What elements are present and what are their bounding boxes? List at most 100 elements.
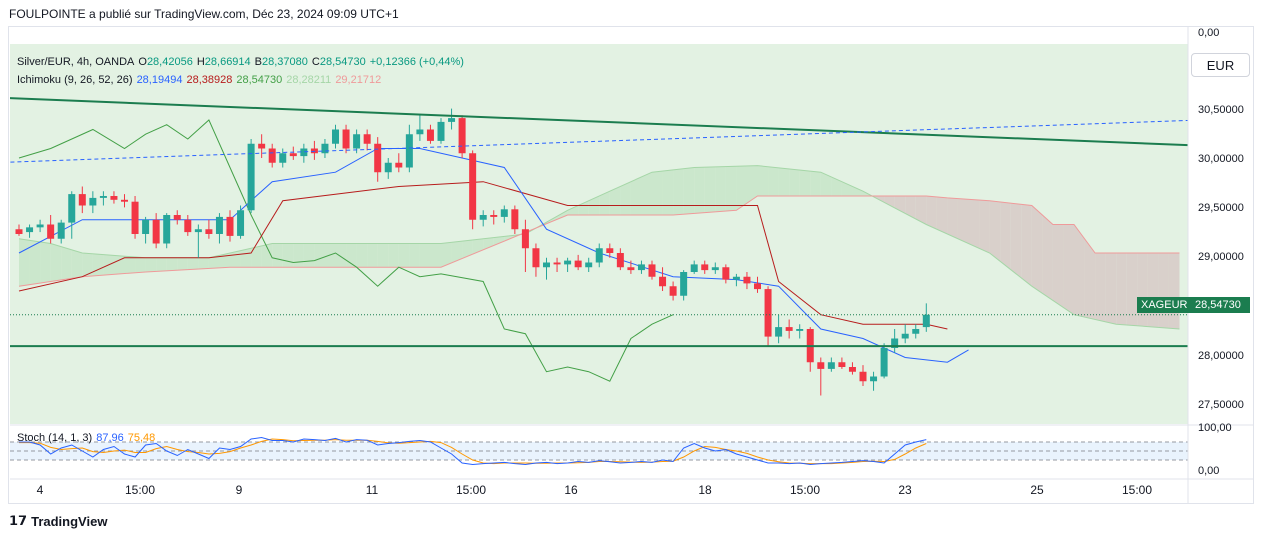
cloud-segment — [810, 171, 821, 196]
cloud-segment — [1168, 253, 1180, 329]
candle-body — [764, 289, 772, 337]
cloud-segment — [398, 243, 410, 268]
cloud-segment — [936, 196, 948, 234]
cloud-segment — [620, 181, 631, 215]
cloud-segment — [430, 243, 441, 268]
span-b-line — [18, 195, 1180, 287]
cloud-segment — [694, 167, 705, 214]
price-tick-label: 0,00 — [1198, 27, 1219, 39]
price-tick-label: 30,50000 — [1198, 104, 1244, 116]
close-label: C — [311, 56, 320, 68]
candle-body — [637, 264, 645, 271]
candle-body — [817, 362, 825, 369]
candle-body — [416, 129, 424, 135]
change-value: +0,12366 (+0,44%) — [369, 56, 464, 68]
candle-body — [15, 229, 23, 234]
cloud-segment — [652, 171, 663, 215]
cloud-segment — [198, 257, 209, 270]
cloud-segment — [1084, 238, 1096, 320]
price-axis[interactable]: 0,00 30,50000 30,00000 29,50000 29,00000 28,0… — [1198, 27, 1244, 477]
stoch-tick-label: 0,00 — [1198, 465, 1219, 477]
candle-body — [247, 143, 255, 211]
cloud-segment — [113, 255, 125, 275]
candle-body — [912, 329, 920, 334]
cloud-segment — [92, 253, 104, 276]
cloud-segment — [135, 256, 146, 273]
candle-body — [458, 118, 466, 154]
symbol-tag: XAGEUR — [1137, 297, 1192, 313]
candle-body — [606, 248, 614, 253]
cloud-segment — [746, 165, 758, 204]
candle-body — [173, 215, 181, 220]
candle-body — [152, 219, 160, 244]
candle-body — [332, 129, 339, 144]
candle-body — [68, 194, 76, 223]
candle-body — [543, 262, 550, 268]
stoch-legend: Stoch (14, 1, 3) 87,96 75,48 — [17, 432, 159, 444]
candle-body — [353, 134, 361, 149]
cloud-segment — [989, 200, 1001, 262]
cloud-segment — [673, 168, 684, 215]
candle-body — [859, 371, 867, 382]
cloud-segment — [884, 196, 895, 208]
cloud-segment — [1052, 224, 1064, 308]
candle-body — [732, 276, 740, 280]
time-axis[interactable]: 4 15:00 9 11 15:00 16 18 15:00 23 25 15:00 — [37, 483, 1153, 497]
price-tick-label: 30,00000 — [1198, 153, 1244, 165]
cloud-segment — [1000, 201, 1011, 270]
price-tick-label: 28,00000 — [1198, 350, 1244, 362]
currency-button[interactable]: EUR — [1191, 53, 1250, 77]
drawings[interactable] — [0, 87, 1201, 348]
close-value: 28,54730 — [319, 56, 366, 68]
cloud-segment — [926, 196, 937, 230]
candle-body — [268, 148, 276, 163]
time-tick-label: 25 — [1030, 483, 1044, 497]
cloud-segment — [240, 248, 252, 268]
time-tick-label: 18 — [698, 483, 712, 497]
tenkan-value: 28,19494 — [136, 74, 183, 86]
cloud-segment — [251, 245, 262, 268]
cloud-segment — [641, 172, 652, 215]
cloud-segment — [156, 257, 167, 272]
candle-body — [437, 121, 445, 141]
cloud-segment — [71, 249, 83, 279]
candle-body — [701, 264, 709, 271]
cloud-segment — [29, 240, 41, 285]
candle-body — [405, 134, 413, 168]
cloud-segment — [282, 243, 294, 268]
time-tick-label: 23 — [898, 483, 912, 497]
stoch-label: Stoch (14, 1, 3) — [17, 432, 93, 444]
time-tick-label: 9 — [236, 483, 243, 497]
cloud-segment — [367, 243, 378, 268]
candle-body — [669, 286, 677, 296]
time-tick-label: 11 — [366, 483, 379, 497]
cloud-segment — [799, 170, 811, 196]
cloud-segment — [472, 238, 484, 255]
tradingview-logo-icon: 𝟭𝟳 — [9, 513, 28, 528]
ichimoku-legend: Ichimoku (9, 26, 52, 26) 28,19494 28,38928… — [17, 74, 385, 86]
low-value: 28,37080 — [262, 56, 308, 68]
cloud-segment — [493, 236, 505, 246]
candle-body — [47, 224, 55, 239]
cloud-segment — [957, 198, 969, 244]
cloud-segment — [61, 246, 72, 280]
candle-body — [469, 153, 477, 220]
candle-body — [110, 196, 118, 200]
cloud-segment — [40, 241, 51, 284]
cloud-segment — [303, 243, 315, 268]
cloud-segment — [82, 253, 93, 277]
cloud-segment — [335, 243, 347, 268]
candle-body — [194, 229, 202, 233]
candle-body — [131, 201, 139, 234]
candle-body — [785, 327, 793, 331]
candle-body — [258, 143, 266, 149]
candle-body — [532, 248, 540, 268]
cloud-segment — [462, 239, 473, 259]
candle-body — [627, 267, 635, 271]
trendline-down — [10, 97, 1188, 147]
stoch-d-value: 75,48 — [127, 432, 156, 444]
cloud-segment — [852, 186, 863, 196]
cloud-segment — [1074, 224, 1085, 318]
cloud-segment — [630, 177, 642, 215]
time-tick-label: 15:00 — [1122, 483, 1152, 497]
